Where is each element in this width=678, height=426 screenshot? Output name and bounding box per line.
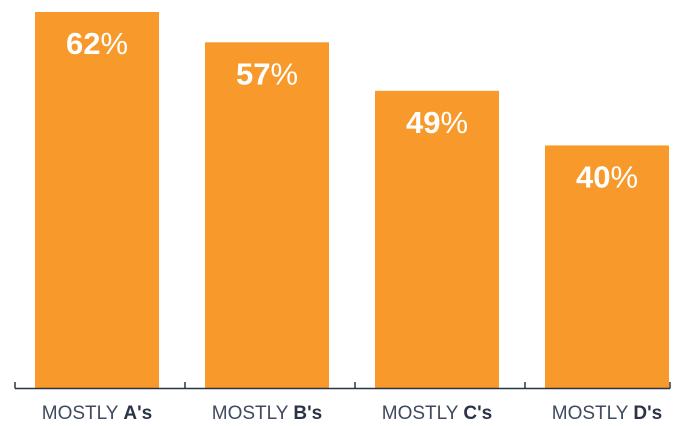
value-number: 40 <box>576 159 610 194</box>
value-label-1: 62% <box>66 26 128 61</box>
category-prefix: MOSTLY <box>552 403 634 424</box>
bars-group <box>35 12 669 389</box>
category-label-3: MOSTLY C's <box>382 403 492 424</box>
bar-2 <box>205 42 329 389</box>
value-percent-sign: % <box>100 26 128 61</box>
value-label-4: 40% <box>576 159 638 194</box>
value-percent-sign: % <box>610 159 638 194</box>
x-axis <box>14 382 671 390</box>
category-grade: D's <box>633 403 662 424</box>
value-percent-sign: % <box>440 105 468 140</box>
category-label-2: MOSTLY B's <box>212 403 322 424</box>
value-label-2: 57% <box>236 56 298 91</box>
bar-1 <box>35 12 159 388</box>
value-percent-sign: % <box>270 56 298 91</box>
value-number: 49 <box>406 105 440 140</box>
bar-3 <box>375 90 499 388</box>
category-label-1: MOSTLY A's <box>42 403 152 424</box>
category-prefix: MOSTLY <box>382 403 464 424</box>
category-grade: A's <box>123 403 152 424</box>
value-number: 62 <box>66 26 100 61</box>
value-number: 57 <box>236 56 270 91</box>
category-grade: B's <box>293 403 322 424</box>
category-labels-group: MOSTLY A's MOSTLY B's MOSTLY C's MOSTLY D's <box>42 403 662 424</box>
category-grade: C's <box>463 403 492 424</box>
bar-4 <box>545 145 669 388</box>
category-prefix: MOSTLY <box>212 403 294 424</box>
category-label-4: MOSTLY D's <box>552 403 662 424</box>
value-label-3: 49% <box>406 105 468 140</box>
value-labels-group: 62%57%49%40% <box>66 26 638 194</box>
category-prefix: MOSTLY <box>42 403 124 424</box>
